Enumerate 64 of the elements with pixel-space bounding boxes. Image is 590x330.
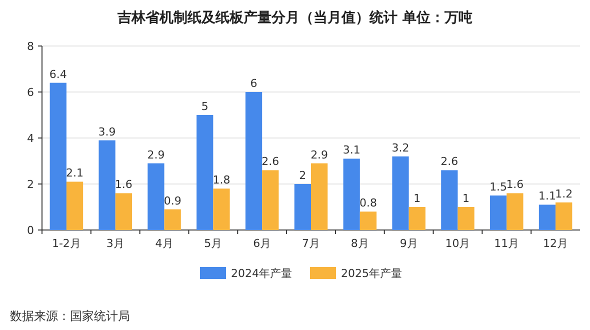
x-tick-label: 10月 — [445, 237, 470, 250]
bar — [408, 207, 426, 230]
y-tick-label: 2 — [27, 178, 34, 191]
data-label: 1.1 — [538, 190, 556, 203]
bar — [360, 212, 377, 230]
x-tick-label: 9月 — [400, 237, 418, 250]
data-label: 3.1 — [342, 144, 360, 157]
data-label: 5 — [201, 100, 208, 113]
x-tick-label: 3月 — [106, 237, 124, 250]
bar — [441, 170, 458, 230]
bar — [148, 163, 164, 230]
data-label: 1.8 — [212, 174, 230, 187]
x-tick-label: 5月 — [204, 237, 222, 250]
data-label: 1 — [462, 192, 470, 205]
data-label: 1.6 — [114, 178, 132, 192]
bar — [392, 156, 409, 230]
bar — [538, 204, 556, 230]
bar — [311, 163, 328, 230]
x-tick-label: 4月 — [155, 237, 174, 250]
data-label: 0.8 — [359, 196, 377, 210]
x-tick-label: 8月 — [350, 237, 369, 250]
bar — [115, 193, 132, 230]
bar — [213, 188, 230, 230]
x-tick-label: 1-2月 — [52, 237, 81, 250]
y-tick-label: 6 — [27, 86, 34, 99]
data-label: 2.6 — [262, 155, 280, 168]
data-label: 2.9 — [310, 148, 328, 162]
bar — [343, 158, 360, 230]
legend-label: 2024年产量 — [231, 267, 292, 280]
data-label: 6 — [250, 77, 258, 90]
y-tick-label: 0 — [27, 224, 34, 237]
source-note: 数据来源：国家统计局 — [10, 309, 130, 323]
data-label: 2.1 — [66, 166, 84, 180]
bar — [66, 182, 84, 230]
x-tick-label: 7月 — [302, 237, 320, 250]
y-tick-label: 8 — [27, 40, 34, 53]
y-tick-label: 4 — [27, 132, 34, 145]
bar — [196, 115, 214, 230]
bar — [245, 92, 262, 230]
x-tick-label: 11月 — [494, 237, 520, 250]
legend-label: 2025年产量 — [341, 267, 402, 280]
data-label: 2.9 — [147, 148, 165, 162]
bar — [458, 207, 474, 230]
data-label: 2.6 — [440, 155, 458, 168]
bar — [98, 140, 116, 230]
x-tick-label: 12月 — [543, 237, 568, 250]
data-label: 1.6 — [506, 178, 524, 192]
bar — [490, 196, 507, 230]
data-label: 1.2 — [555, 187, 573, 200]
bar — [262, 170, 279, 230]
bar — [506, 193, 524, 230]
x-tick-label: 6月 — [253, 237, 272, 250]
bar — [50, 82, 66, 230]
data-label: 0.9 — [164, 194, 182, 208]
data-label: 6.4 — [49, 68, 67, 81]
bar — [164, 209, 181, 230]
data-label: 2 — [299, 169, 306, 182]
data-label: 1 — [414, 192, 421, 205]
bar — [294, 184, 311, 230]
data-label: 3.2 — [392, 141, 410, 154]
data-label: 3.9 — [98, 125, 116, 138]
data-label: 1.5 — [490, 180, 508, 194]
chart-title: 吉林省机制纸及纸板产量分月（当月值）统计 单位：万吨 — [116, 9, 472, 26]
bar — [556, 202, 572, 230]
